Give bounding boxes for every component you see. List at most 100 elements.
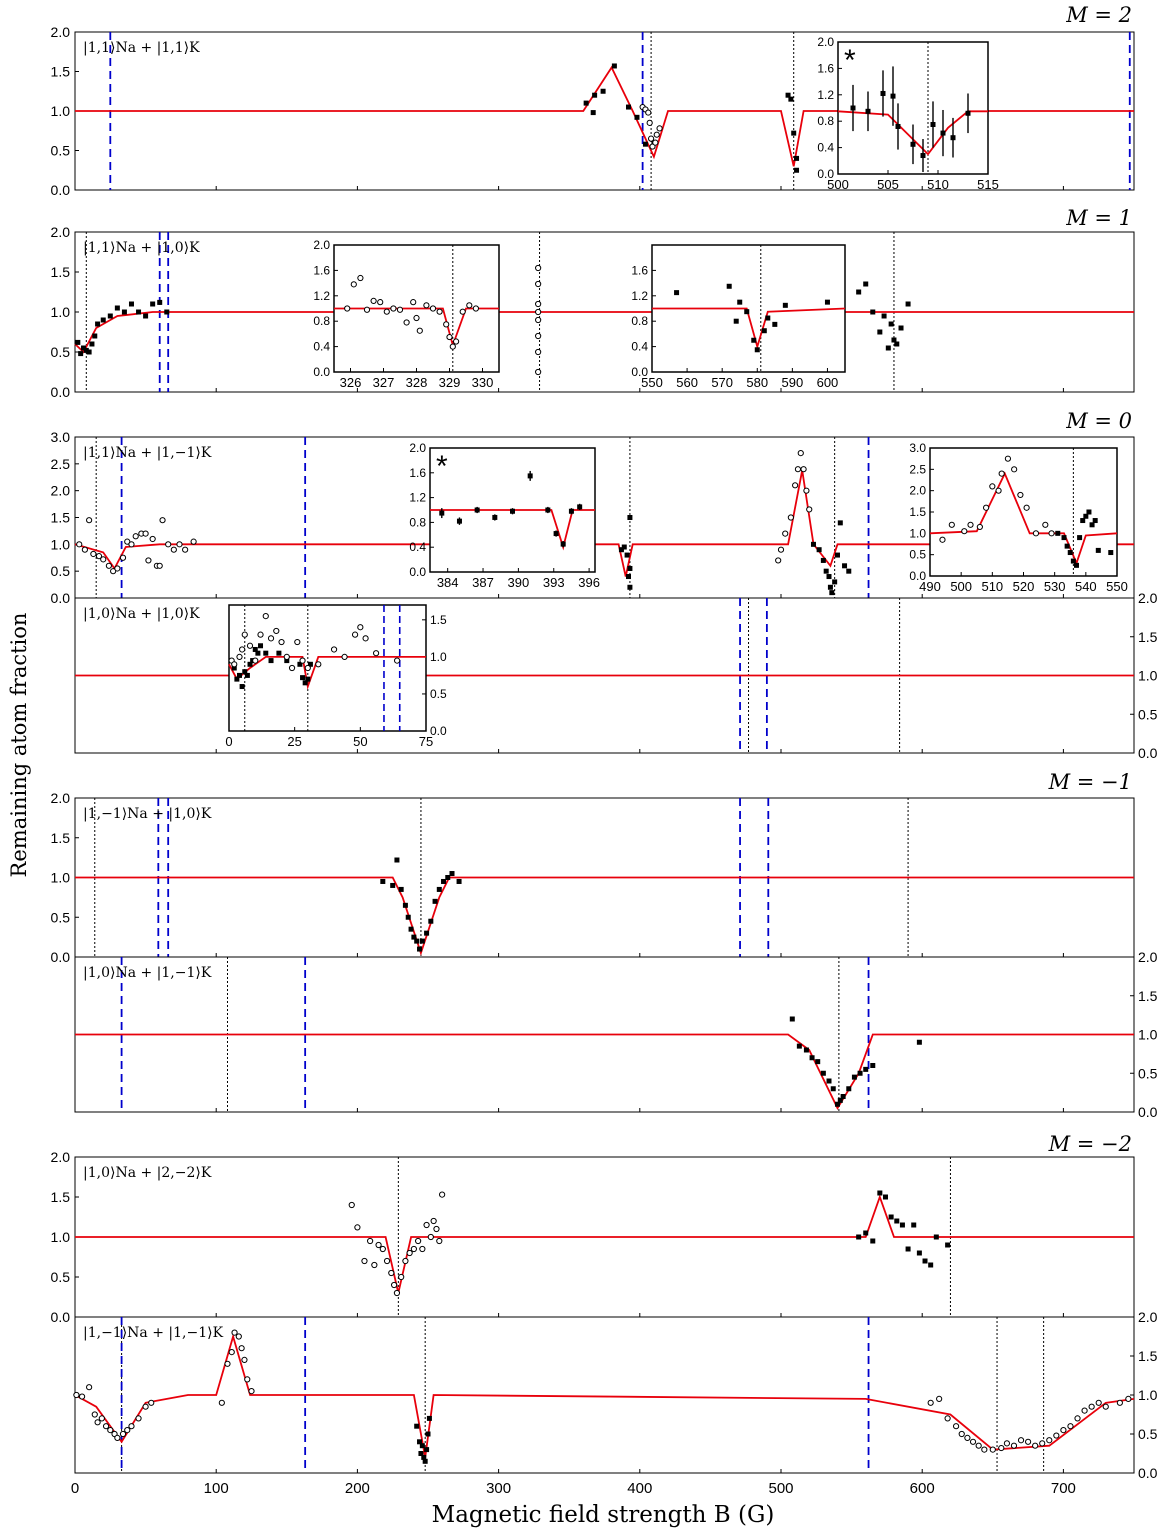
data-point-open xyxy=(228,1349,235,1356)
data-point-open xyxy=(535,280,542,288)
y-tick-label: 0.0 xyxy=(51,590,71,606)
data-point-open xyxy=(190,538,197,545)
data-point-filled xyxy=(627,565,633,571)
y-tick-label: 1.0 xyxy=(51,304,71,320)
channel-label: |1,1⟩Na + |1,1⟩K xyxy=(83,40,200,56)
fit-curve xyxy=(652,307,846,350)
channel-label: |1,−1⟩Na + |1,0⟩K xyxy=(83,806,212,822)
panel-2: 0.0 0.5 1.0 1.5 2.0 |1,1⟩Na + |1,0⟩K 326 327 328… xyxy=(51,224,1135,400)
data-point-filled xyxy=(826,574,832,580)
data-point-open xyxy=(1053,1432,1060,1439)
y-tick-label: 0.0 xyxy=(51,1309,71,1325)
data-point-filled xyxy=(863,1230,869,1236)
data-point-filled xyxy=(300,675,306,681)
data-point-open xyxy=(78,1393,86,1400)
inset-star-marker: * xyxy=(436,450,448,483)
data-point-filled xyxy=(305,676,311,682)
data-point-open xyxy=(403,319,410,326)
data-point-filled xyxy=(888,1214,894,1220)
data-point-filled xyxy=(441,878,447,884)
data-point-filled xyxy=(863,281,869,287)
data-point-open xyxy=(159,517,166,524)
data-point-open xyxy=(964,1434,971,1442)
panel-5: 0.0 0.5 1.0 1.5 2.0 |1,−1⟩Na + |1,0⟩K xyxy=(51,790,1135,965)
inset-x-tick-label: 590 xyxy=(782,375,804,390)
inset-y-tick-label: 2.0 xyxy=(313,238,330,252)
data-point-filled xyxy=(832,579,838,585)
data-point-filled xyxy=(834,1101,840,1107)
data-point-filled xyxy=(121,309,127,315)
data-point-filled xyxy=(231,665,237,671)
data-point-open xyxy=(794,466,802,473)
data-point-open xyxy=(466,302,473,309)
data-point-filled xyxy=(820,557,826,563)
data-point-filled xyxy=(545,507,551,513)
data-point-open xyxy=(436,1237,443,1245)
data-point-open xyxy=(351,631,359,638)
data-point-open xyxy=(94,1419,101,1426)
data-point-filled xyxy=(627,584,633,590)
data-point-filled xyxy=(1080,518,1086,524)
data-point-open xyxy=(91,1411,98,1418)
data-point-filled xyxy=(820,1070,826,1076)
data-point-filled xyxy=(600,88,606,94)
fit-curve xyxy=(75,1033,1134,1110)
y-tick-label: 1.0 xyxy=(51,536,71,552)
inset-y-tick-label: 0.0 xyxy=(909,569,926,583)
data-point-filled xyxy=(922,1258,928,1264)
data-point-filled xyxy=(803,1047,809,1053)
data-point-filled xyxy=(439,510,445,516)
y-tick-label: 0.0 xyxy=(51,384,71,400)
data-point-open xyxy=(105,562,112,569)
data-point-open xyxy=(948,521,955,528)
inset-x-tick-label: 580 xyxy=(746,375,768,390)
data-point-filled xyxy=(634,114,640,120)
inset-y-tick-label: 2.0 xyxy=(909,484,926,498)
data-point-filled xyxy=(916,1250,922,1256)
data-point-open xyxy=(402,1257,409,1265)
inset-x-tick-label: 570 xyxy=(711,375,733,390)
data-point-filled xyxy=(424,930,430,936)
data-point-filled xyxy=(880,90,886,96)
inset-plot: 326 327 328 329 330 0.0 0.4 0.8 1.2 1.6 2.0 xyxy=(313,238,500,390)
data-point-open xyxy=(73,1391,80,1399)
data-point-filled xyxy=(857,1070,863,1076)
x-tick-label: 200 xyxy=(345,1480,370,1497)
inset-x-tick-label: 515 xyxy=(977,177,999,192)
data-point-open xyxy=(142,530,149,537)
data-point-filled xyxy=(827,584,833,590)
data-point-open xyxy=(86,1384,93,1391)
inset-y-tick-label: 0.0 xyxy=(430,724,447,738)
data-point-open xyxy=(792,482,799,489)
data-point-open xyxy=(1102,1403,1109,1410)
y-axis-label: Remaining atom fraction xyxy=(7,613,31,878)
y-tick-label: 0.0 xyxy=(1138,1104,1158,1120)
inset-plot: 550 560 570 580 590 600 0.0 0.4 0.8 1.2 1.6 xyxy=(631,244,846,390)
data-point-filled xyxy=(826,1078,832,1084)
inset-y-tick-label: 1.0 xyxy=(909,526,926,540)
data-point-filled xyxy=(928,1262,934,1268)
data-point-open xyxy=(114,565,121,572)
data-point-open xyxy=(1067,1423,1074,1430)
data-point-open xyxy=(107,1427,114,1434)
y-tick-label: 0.5 xyxy=(51,909,71,925)
data-point-open xyxy=(238,1345,245,1352)
data-point-filled xyxy=(829,590,835,596)
data-point-open xyxy=(1095,1399,1102,1406)
data-point-open xyxy=(535,308,542,316)
data-point-filled xyxy=(772,321,778,327)
panel-6: 0.0 0.5 1.0 1.5 2.0 |1,0⟩Na + |1,−1⟩K xyxy=(74,949,1158,1120)
data-point-filled xyxy=(268,658,274,664)
data-point-filled xyxy=(733,318,739,324)
data-point-open xyxy=(95,553,103,560)
data-point-filled xyxy=(1089,522,1095,528)
data-point-filled xyxy=(940,130,946,136)
y-tick-label: 2.0 xyxy=(1138,590,1158,606)
data-point-filled xyxy=(910,141,916,147)
data-point-filled xyxy=(424,1447,430,1453)
data-point-open xyxy=(1042,521,1049,528)
data-point-filled xyxy=(856,1234,862,1240)
data-point-open xyxy=(1023,504,1030,511)
fit-curve xyxy=(74,470,1134,577)
